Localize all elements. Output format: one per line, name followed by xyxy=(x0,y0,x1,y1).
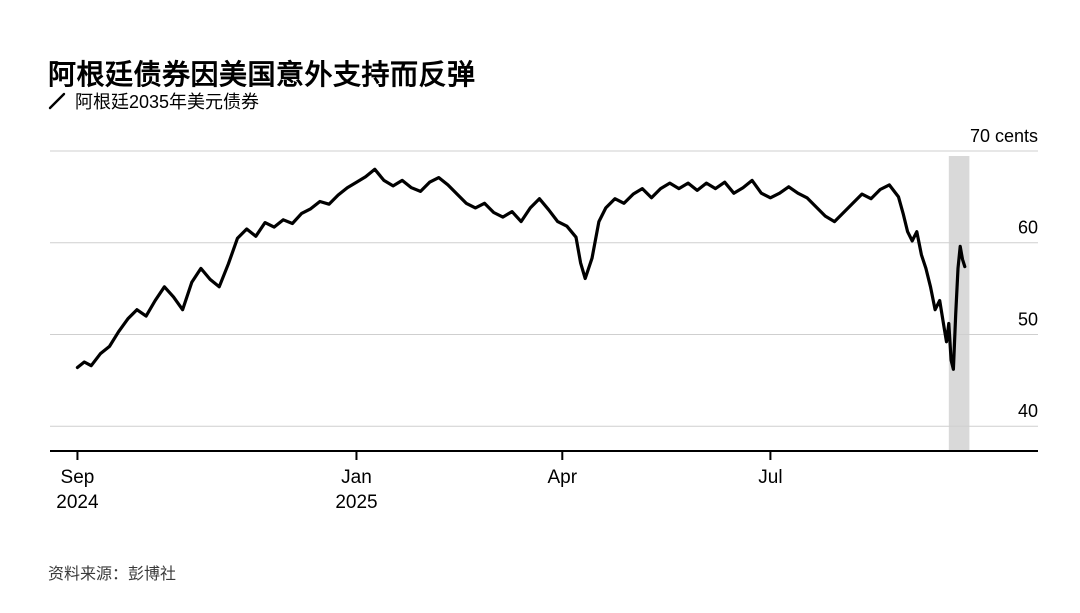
series-line xyxy=(75,167,967,371)
x-tick-sublabel: 2024 xyxy=(56,492,99,513)
highlight-band xyxy=(948,156,970,451)
x-tick-label: Jan xyxy=(341,467,372,488)
price-chart: 40 50 60 70 cents Sep 2024 Jan 2025 Apr Jul xyxy=(48,126,1040,526)
y-tick-label: 40 xyxy=(1018,401,1038,421)
legend-series-label: 阿根廷2035年美元债券 xyxy=(75,92,260,112)
legend: 阿根廷2035年美元债券 xyxy=(48,88,259,114)
x-tick-label: Sep xyxy=(61,467,95,488)
x-tick-sublabel: 2025 xyxy=(335,492,377,513)
page-title: 阿根廷债券因美国意外支持而反弹 xyxy=(48,58,476,90)
x-tick-label: Jul xyxy=(758,467,782,488)
y-tick-label: 50 xyxy=(1018,309,1038,329)
diagonal-line-icon xyxy=(48,92,66,110)
y-tick-label: 70 cents xyxy=(970,126,1038,146)
x-tick-label: Apr xyxy=(548,467,578,488)
price-chart-svg: 40 50 60 70 cents Sep 2024 Jan 2025 Apr Jul xyxy=(50,126,1038,513)
source-note: 资料来源：彭博社 xyxy=(48,566,177,583)
y-tick-label: 60 xyxy=(1018,218,1038,238)
